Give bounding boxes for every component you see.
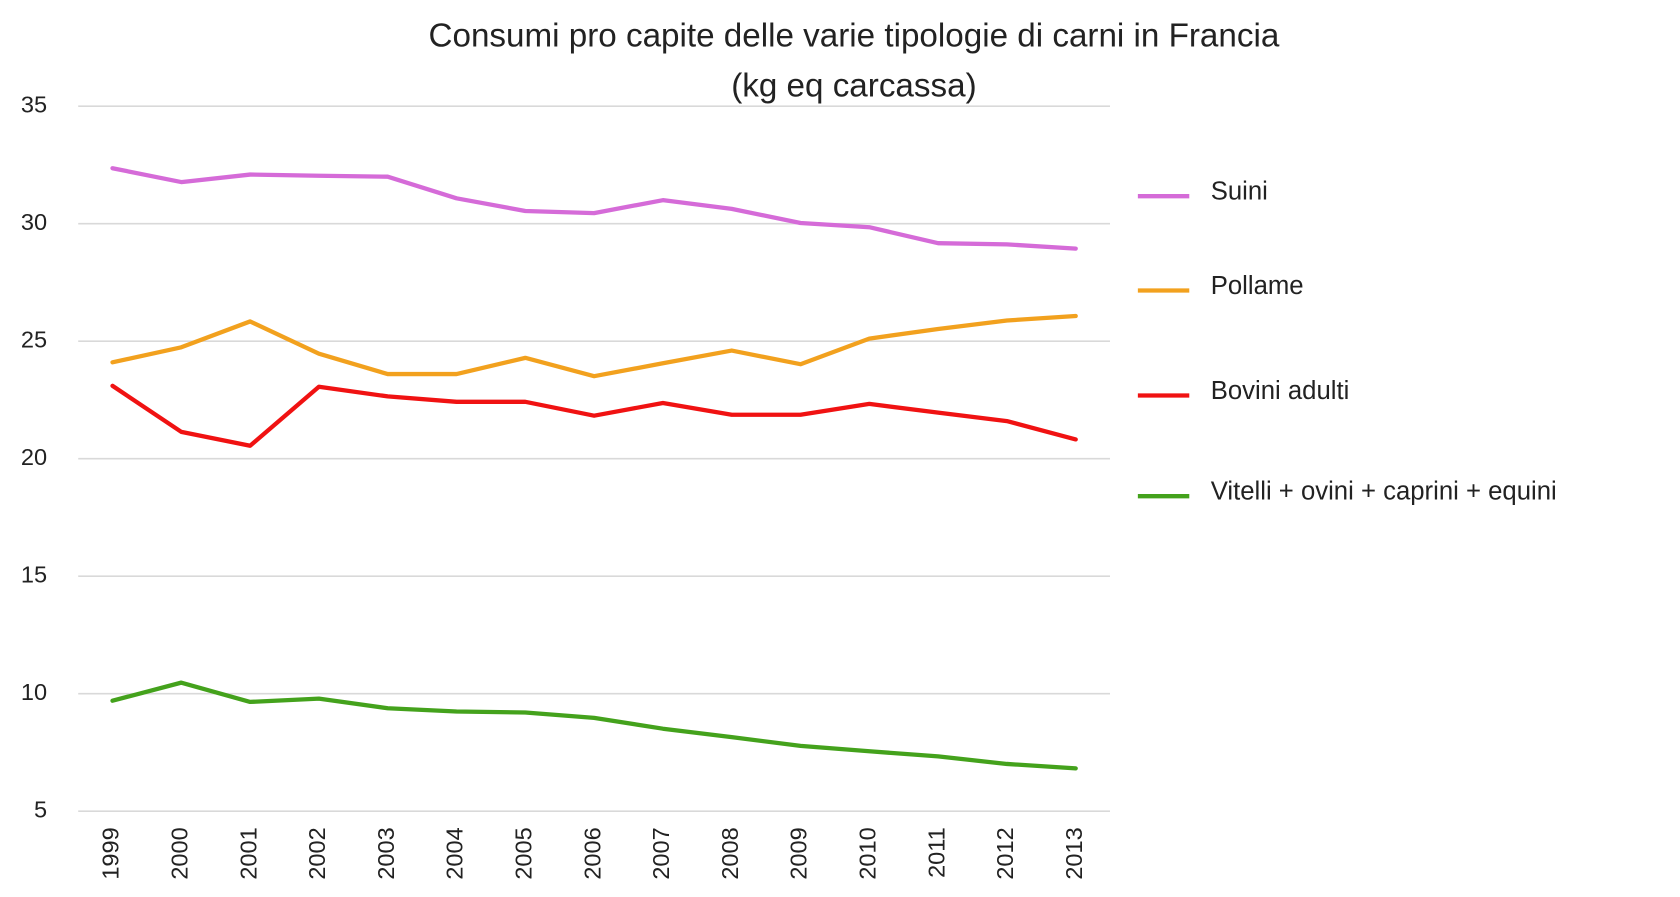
legend-label: Bovini adulti bbox=[1211, 377, 1350, 405]
x-tick-label: 2001 bbox=[235, 827, 261, 879]
x-tick-label: 2005 bbox=[511, 827, 537, 879]
x-tick-label: 2000 bbox=[167, 827, 193, 879]
x-tick-label: 2013 bbox=[1061, 827, 1087, 879]
y-tick-label: 15 bbox=[21, 561, 47, 587]
x-tick-label: 2006 bbox=[579, 827, 605, 879]
x-tick-label: 2010 bbox=[855, 827, 881, 879]
chart-subtitle: (kg eq carcassa) bbox=[731, 68, 976, 105]
legend-label: Pollame bbox=[1211, 272, 1304, 300]
y-tick-label: 35 bbox=[21, 91, 47, 117]
series-line bbox=[110, 166, 1078, 251]
legend-label: Suini bbox=[1211, 178, 1268, 206]
x-tick-label: 2004 bbox=[442, 827, 468, 879]
series-line bbox=[110, 680, 1078, 771]
x-tick-label: 2008 bbox=[717, 827, 743, 879]
y-tick-label: 20 bbox=[21, 444, 47, 470]
y-tick-label: 5 bbox=[34, 796, 47, 822]
y-tick-label: 25 bbox=[21, 326, 47, 352]
series-line bbox=[110, 313, 1078, 379]
x-tick-label: 2009 bbox=[786, 827, 812, 879]
series-line bbox=[110, 383, 1078, 448]
x-tick-label: 2012 bbox=[992, 827, 1018, 879]
x-tick-label: 2011 bbox=[923, 827, 949, 878]
x-tick-label: 2007 bbox=[648, 827, 674, 879]
x-tick-label: 1999 bbox=[98, 827, 124, 879]
legend-label: Vitelli + ovini + caprini + equini bbox=[1211, 478, 1557, 506]
y-tick-label: 10 bbox=[21, 679, 47, 705]
x-tick-label: 2003 bbox=[373, 827, 399, 879]
y-tick-label: 30 bbox=[21, 209, 47, 235]
chart-title: Consumi pro capite delle varie tipologie… bbox=[429, 17, 1280, 54]
x-tick-label: 2002 bbox=[304, 827, 330, 879]
